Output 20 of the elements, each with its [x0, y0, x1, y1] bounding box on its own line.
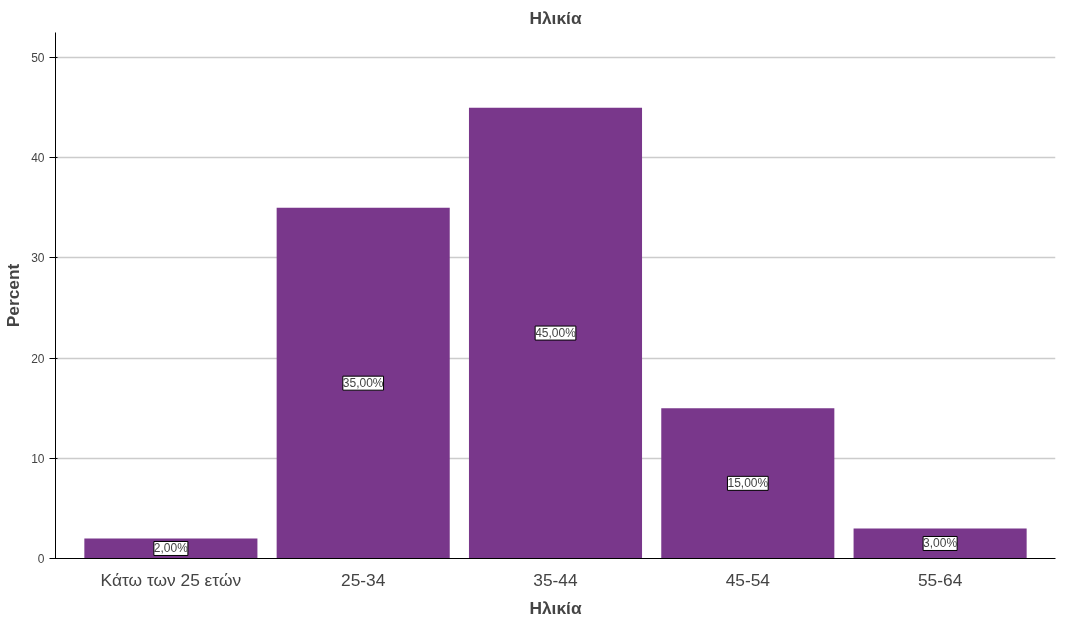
- y-tick-label: 50: [31, 51, 45, 66]
- bar: [468, 107, 643, 559]
- bar: [661, 408, 835, 559]
- y-tick-label: 30: [31, 251, 45, 266]
- chart-title: Ηλικία: [529, 7, 582, 28]
- y-tick-label: 20: [31, 351, 45, 366]
- y-tick-label: 40: [31, 151, 45, 166]
- x-axis-title: Ηλικία: [529, 597, 582, 618]
- y-tick-label: 0: [37, 552, 45, 566]
- data-label: 35,00%: [342, 376, 384, 391]
- bar: [853, 528, 1027, 559]
- bar: [276, 207, 450, 559]
- x-tick-label: 25-34: [341, 569, 386, 590]
- x-tick-label: 35-44: [533, 569, 579, 590]
- data-label: 15,00%: [727, 476, 769, 491]
- x-tick-label: Κάτω των 25 ετών: [100, 569, 242, 590]
- x-tick-label: 55-64: [917, 569, 963, 590]
- y-tick-label: 10: [31, 451, 45, 466]
- x-tick-label: 45-54: [725, 569, 771, 590]
- y-axis-title: Percent: [3, 263, 24, 328]
